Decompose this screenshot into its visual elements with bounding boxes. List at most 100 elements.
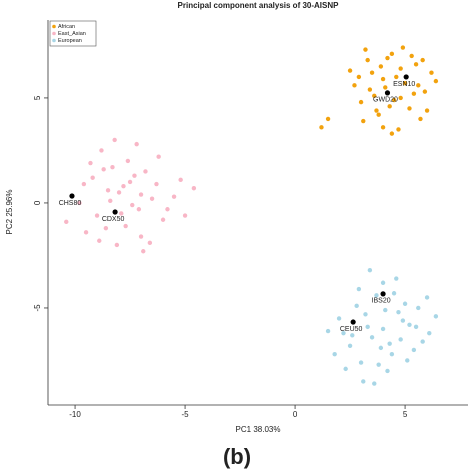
point [387,341,392,346]
point [354,303,359,309]
annotation-point [384,90,391,96]
point [387,104,392,109]
point [376,112,381,117]
point [402,301,408,306]
annotation-label: CDX50 [102,216,125,223]
point [372,381,377,386]
point [391,97,397,103]
point [376,362,381,367]
point [378,64,384,69]
x-tick-label: 0 [293,410,298,419]
point [389,351,395,357]
point [138,234,144,239]
point [391,291,397,296]
point [105,188,111,193]
legend-swatch [52,31,56,36]
point [363,312,368,317]
annotation-label: IBS20 [372,298,391,305]
point [347,68,353,73]
point [413,324,419,330]
point [394,276,399,281]
point [136,207,142,212]
point [160,217,166,222]
point [110,165,115,170]
x-tick-label: -10 [69,410,81,419]
annotation-label: CEU50 [340,326,363,333]
point [132,173,137,178]
y-tick-label: 5 [33,95,42,100]
point [127,179,133,185]
point [411,91,417,96]
point [361,118,366,124]
point [380,125,386,130]
point [424,108,430,113]
point [83,230,89,235]
x-axis-label: PC1 38.03% [236,425,281,434]
point [429,70,434,75]
point [182,213,188,218]
point [356,74,362,80]
annotation-label: ESN10 [393,81,415,88]
point [358,360,364,365]
point [336,316,342,321]
point [389,131,395,136]
point [123,223,128,229]
point [347,343,353,348]
point [325,116,331,122]
point [352,83,357,88]
point [369,335,375,340]
point [125,158,131,164]
point [380,76,386,82]
annotation-point [380,291,386,297]
point [433,78,439,84]
point [383,85,388,90]
point [90,175,95,180]
point [400,45,406,50]
point [332,351,337,357]
point [409,53,414,59]
point [396,127,401,132]
point [361,379,366,384]
point [116,190,122,195]
point [108,198,113,204]
annotation-label: CHS80 [59,200,82,207]
point [398,66,403,71]
point [165,207,170,212]
point [112,137,117,143]
point [81,181,87,187]
point [154,181,159,187]
point [420,339,425,344]
point [416,83,421,88]
point [433,314,439,319]
point [341,330,346,336]
point [103,225,109,231]
point [407,106,412,111]
point [143,169,148,174]
point [367,87,373,92]
point [385,55,390,61]
point [396,309,401,315]
point [130,202,135,208]
point [411,347,417,353]
point [121,183,126,189]
point [363,47,368,52]
point [119,211,124,216]
point [380,280,386,285]
point [97,238,102,243]
y-axis-label: PC2 25.96% [5,190,14,235]
point [413,62,419,67]
point [369,70,375,75]
x-tick-label: 5 [403,410,408,419]
legend-swatch [52,38,56,43]
point [356,286,362,292]
point [147,240,153,246]
point [156,154,161,159]
point [178,177,183,183]
point [389,51,395,57]
point [405,358,410,363]
point [424,295,430,300]
legend-swatch [52,24,56,29]
point [134,141,139,147]
point [383,307,388,313]
